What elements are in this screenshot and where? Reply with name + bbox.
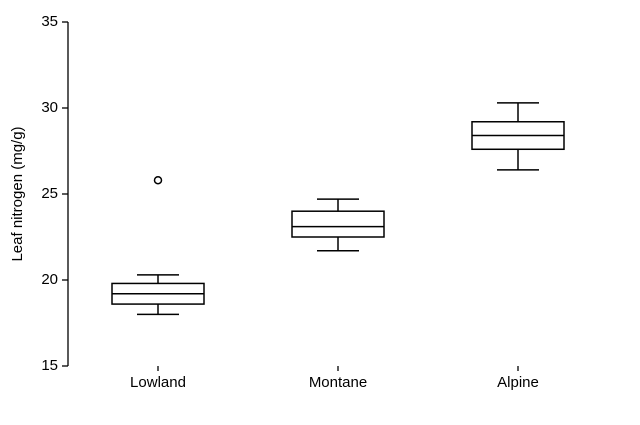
x-tick-label: Montane (309, 374, 367, 391)
y-tick-label: 25 (41, 185, 58, 202)
y-tick-label: 20 (41, 271, 58, 288)
y-tick-label: 15 (41, 357, 58, 374)
y-tick-label: 30 (41, 99, 58, 116)
outlier (153, 175, 163, 185)
x-tick-label: Lowland (130, 374, 186, 391)
x-tick-label: Alpine (497, 374, 539, 391)
box (291, 210, 385, 238)
y-axis-label: Leaf nitrogen (mg/g) (9, 126, 26, 261)
y-tick-label: 35 (41, 13, 58, 30)
